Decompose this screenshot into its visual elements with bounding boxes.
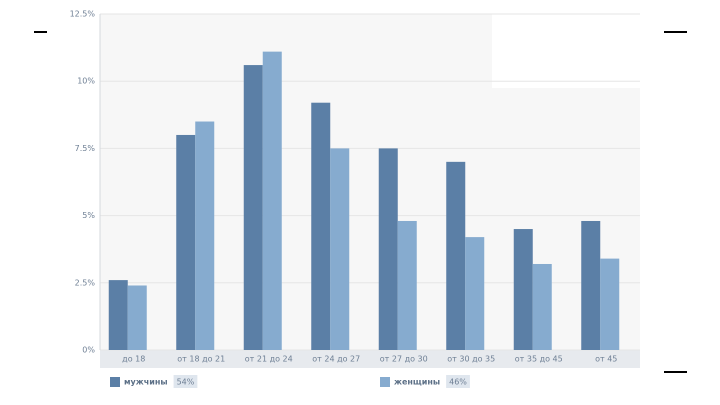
bar — [243, 65, 263, 351]
bar — [513, 229, 533, 350]
bar — [176, 134, 196, 350]
y-tick-label: 7.5% — [75, 144, 96, 153]
bar — [262, 51, 282, 351]
bar — [108, 280, 128, 350]
bar — [532, 263, 552, 350]
x-tick-label: от 24 до 27 — [312, 355, 360, 364]
legend-share: 54% — [177, 378, 195, 387]
x-tick-label: от 30 до 35 — [447, 355, 495, 364]
y-tick-label: 5% — [82, 211, 95, 220]
x-tick-label: от 21 до 24 — [245, 355, 293, 364]
legend-share-badge — [173, 375, 198, 388]
bar — [127, 285, 147, 350]
bar — [330, 148, 350, 350]
bar — [195, 121, 215, 351]
legend-swatch — [380, 377, 390, 387]
x-tick-label: от 18 до 21 — [177, 355, 225, 364]
y-tick-label: 12.5% — [70, 10, 96, 19]
legend-label: женщины — [394, 378, 440, 387]
x-tick-label: от 35 до 45 — [515, 355, 563, 364]
bar — [397, 220, 417, 350]
bar — [581, 220, 601, 350]
legend-share-badge — [446, 375, 470, 388]
bar — [465, 237, 485, 350]
blank-box — [492, 14, 640, 88]
legend-swatch — [110, 377, 120, 387]
x-tick-label: от 45 — [595, 355, 617, 364]
bar — [446, 161, 466, 350]
bar — [378, 148, 398, 350]
x-tick-label: от 27 до 30 — [380, 355, 428, 364]
x-tick-label: до 18 — [122, 355, 145, 364]
bar — [311, 102, 331, 350]
legend-label: мужчины — [124, 378, 168, 387]
y-tick-label: 2.5% — [75, 278, 96, 287]
bar — [600, 258, 620, 350]
legend-share: 46% — [449, 378, 467, 387]
y-tick-label: 10% — [77, 77, 95, 86]
x-axis-band — [100, 350, 640, 368]
y-tick-label: 0% — [82, 346, 95, 355]
